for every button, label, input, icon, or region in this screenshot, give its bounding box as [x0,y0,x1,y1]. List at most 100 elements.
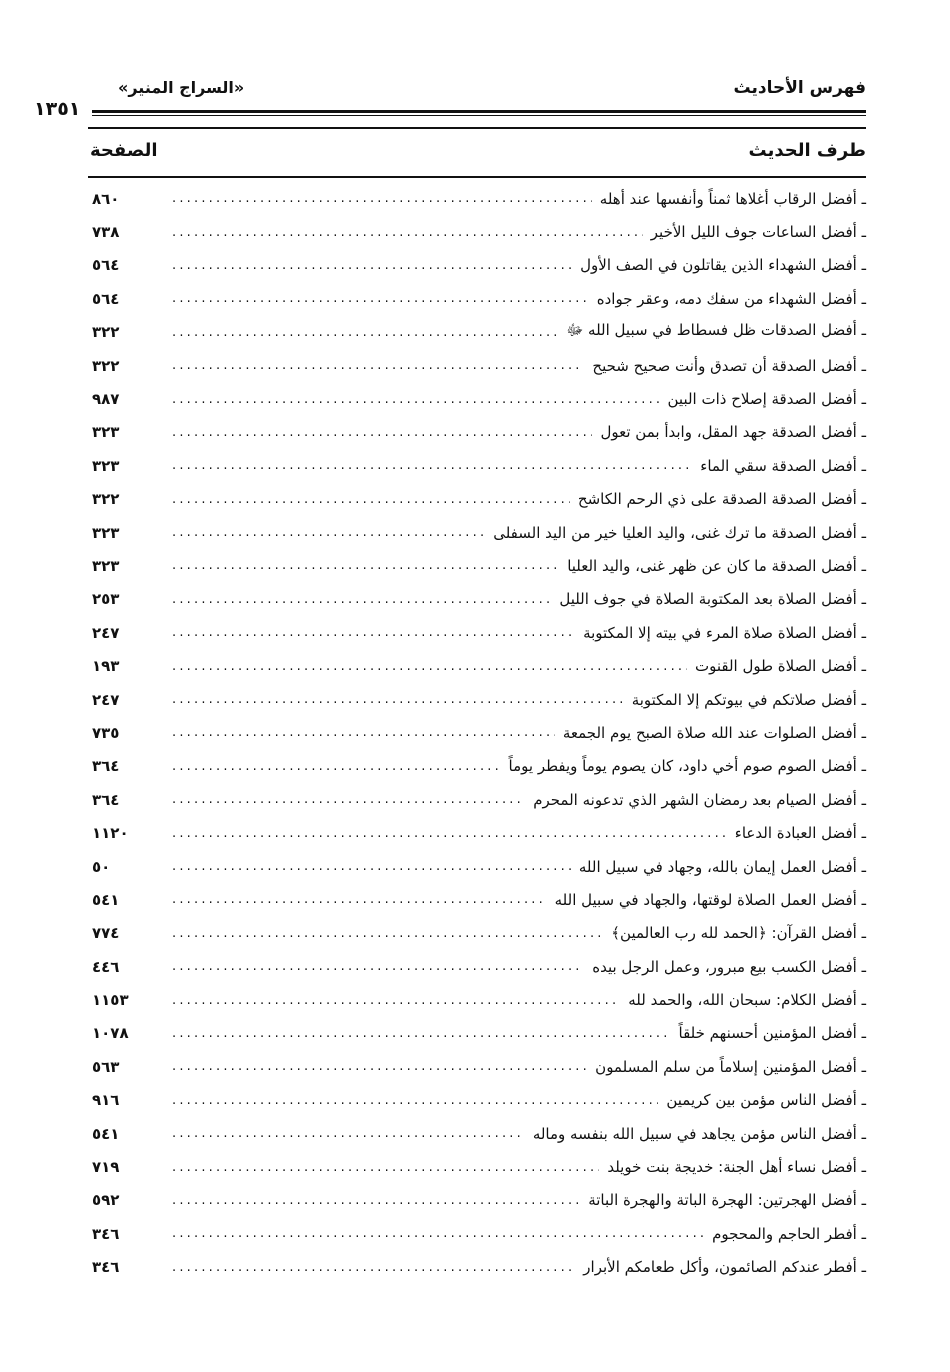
entry-page-number: ٥٤١ [92,1124,120,1143]
entry-text: ـ أفضل صلاتكم في بيوتكم إلا المكتوبة [631,690,866,709]
entry-page-number: ٥٦٣ [92,1057,120,1076]
entry-text: ـ أفضل الصدقات ظل فسطاط في سبيل الله ﷻ [566,321,866,340]
entry-text: ـ أفضل القرآن: ﴿الحمد لله رب العالمين﴾ [611,924,866,943]
dot-leader: ........................................… [172,224,643,240]
dot-leader: ........................................… [172,925,604,941]
entry-page-number: ٣٢٢ [92,323,120,342]
index-entry: ٣٤٦.....................................… [88,1251,866,1284]
entry-text: ـ أفضل الصدقة سقي الماء [700,456,866,475]
column-header-page: الصفحة [90,140,158,161]
dot-leader: ........................................… [172,692,624,708]
dot-leader: ........................................… [172,458,693,474]
index-entry: ٥٠......................................… [88,850,866,883]
dot-leader: ........................................… [172,758,501,774]
header-rule-thin [92,115,866,116]
entry-page-number: ٧٧٤ [92,924,120,943]
dot-leader: ........................................… [172,191,592,207]
column-header-hadith: طرف الحديث [748,140,866,161]
entry-text: ـ أفضل العمل الصلاة لوقتها، والجهاد في س… [554,890,866,909]
index-entry: ١٩٣.....................................… [88,649,866,682]
index-entry: ٥٦٤.....................................… [88,249,866,282]
dot-leader: ........................................… [172,558,559,574]
entry-page-number: ٣٢٣ [92,456,120,475]
index-entry: ٣٦٤.....................................… [88,750,866,783]
entry-page-number: ٣٤٦ [92,1224,120,1243]
dot-leader: ........................................… [172,992,620,1008]
entry-page-number: ٨٦٠ [92,189,120,208]
index-entry: ٣٤٦.....................................… [88,1217,866,1250]
dot-leader: ........................................… [172,358,585,374]
dot-leader: ........................................… [172,658,687,674]
entry-text: ـ أفضل الشهداء من سفك دمه، وعقر جواده [596,289,866,308]
dot-leader: ........................................… [172,257,573,273]
entry-text: ـ أفضل الصلاة طول القنوت [694,657,866,676]
index-entry: ٥٦٤.....................................… [88,282,866,315]
dot-leader: ........................................… [172,1126,525,1142]
index-entry: ١١٥٣....................................… [88,983,866,1016]
dot-leader: ........................................… [172,525,485,541]
entry-page-number: ٥٩٢ [92,1191,120,1210]
entry-page-number: ٥٦٤ [92,289,120,308]
dot-leader: ........................................… [172,291,589,307]
dot-leader: ........................................… [172,491,570,507]
entry-text: ـ أفضل الساعات جوف الليل الأخير [650,223,866,242]
dot-leader: ........................................… [172,1025,671,1041]
entry-text: ـ أفضل الصدقة أن تصدق وأنت صحيح شحيح [592,356,866,375]
index-entry: ٩٨٧.....................................… [88,382,866,415]
dot-leader: ........................................… [172,1192,581,1208]
entry-text: ـ أفضل الصدقة إصلاح ذات البين [667,390,867,409]
entry-page-number: ٣٢٣ [92,423,120,442]
index-entry: ٣٢٣.....................................… [88,549,866,582]
index-entry: ٣٢٢.....................................… [88,483,866,516]
hadith-index-list: ٨٦٠.....................................… [88,182,866,1284]
entry-page-number: ٣٢٣ [92,556,120,575]
index-entry: ٢٥٣.....................................… [88,583,866,616]
index-entry: ٥٩٢.....................................… [88,1184,866,1217]
dot-leader: ........................................… [172,892,547,908]
dot-leader: ........................................… [172,591,552,607]
page-number: ١٣٥١ [34,98,81,120]
index-entry: ٧٣٨.....................................… [88,215,866,248]
dot-leader: ........................................… [172,1059,588,1075]
entry-page-number: ٧٣٥ [92,723,120,742]
index-entry: ٣٢٢.....................................… [88,349,866,382]
entry-text: ـ أفضل الشهداء الذين يقاتلون في الصف الأ… [580,256,866,275]
dot-leader: ........................................… [172,959,585,975]
index-entry: ٣٢٣.....................................… [88,416,866,449]
index-entry: ٧١٩.....................................… [88,1150,866,1183]
dot-leader: ........................................… [172,1259,576,1275]
entry-text: ـ أفطر الحاجم والمحجوم [712,1224,866,1243]
header-rule [92,110,866,113]
entry-page-number: ١٠٧٨ [92,1024,129,1043]
dot-leader: ........................................… [172,859,571,874]
entry-text: ـ أفضل الصلاة صلاة المرء في بيته إلا الم… [583,623,866,642]
index-entry: ٧٣٥.....................................… [88,716,866,749]
index-entry: ١٠٧٨....................................… [88,1017,866,1050]
dot-leader: ........................................… [172,725,555,741]
index-entry: ٧٧٤.....................................… [88,917,866,950]
entry-page-number: ٣٢٢ [92,490,120,509]
entry-page-number: ٩٨٧ [92,390,120,409]
index-entry: ٥٤١.....................................… [88,1117,866,1150]
book-title: «السراج المنير» [118,78,245,97]
dot-leader: ........................................… [172,324,558,340]
entry-page-number: ٢٤٧ [92,623,120,642]
entry-text: ـ أفضل الصدقة جهد المقل، وابدأ بمن تعول [600,423,866,442]
entry-text: ـ أفضل الصدقة ما ترك غنى، واليد العليا خ… [493,523,866,542]
dot-leader: ........................................… [172,792,525,808]
column-header-top-rule [88,127,866,129]
dot-leader: ........................................… [172,625,576,641]
dot-leader: ........................................… [172,1226,704,1242]
dot-leader: ........................................… [172,424,593,440]
dot-leader: ........................................… [172,825,727,841]
entry-page-number: ٧١٩ [92,1158,120,1177]
entry-page-number: ٣٤٦ [92,1258,120,1277]
index-entry: ٤٤٦.....................................… [88,950,866,983]
entry-text: ـ أفضل العبادة الدعاء [734,824,866,843]
entry-page-number: ٩١٦ [92,1091,120,1110]
index-entry: ٣٢٣.....................................… [88,449,866,482]
entry-text: ـ أفضل الكلام: سبحان الله، والحمد لله [628,991,866,1010]
entry-text: ـ أفضل الكسب بيع مبرور، وعمل الرجل بيده [592,957,866,976]
entry-text: ـ أفضل الصلاة بعد المكتوبة الصلاة في جوف… [559,590,866,609]
index-entry: ٢٤٧.....................................… [88,683,866,716]
